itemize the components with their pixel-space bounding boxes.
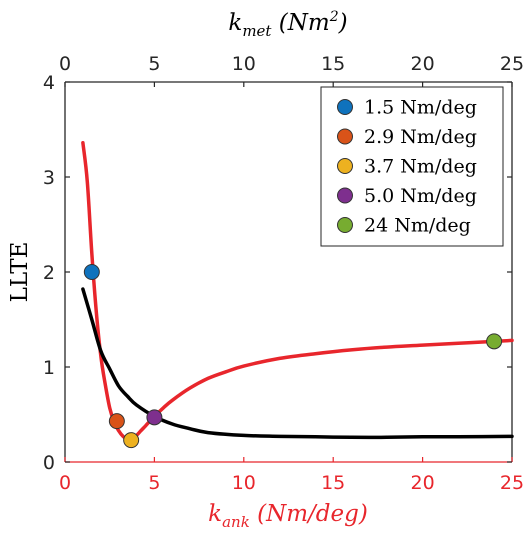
top-axis-label-sub: met xyxy=(242,22,272,40)
data-point xyxy=(108,413,125,430)
top-axis-label-close: ) xyxy=(338,10,348,36)
y-tick-label: 4 xyxy=(43,72,55,94)
bottom-axis-label-sub: ank xyxy=(222,513,250,531)
x-tick-label: 5 xyxy=(148,472,160,494)
legend-marker xyxy=(337,217,353,233)
ticks: 0 5 10 15 20 25 0 5 10 15 20 25 0 1 2 3 4 xyxy=(43,53,524,494)
x2-tick-label: 10 xyxy=(232,53,256,75)
markers xyxy=(83,264,503,449)
legend-label: 2.9 Nm/deg xyxy=(364,126,477,148)
data-point xyxy=(486,333,503,350)
x-tick-label: 0 xyxy=(59,472,71,494)
data-point xyxy=(146,409,163,426)
y-axis-label: LLTE xyxy=(7,242,33,303)
x2-tick-label: 25 xyxy=(500,53,524,75)
top-axis-label-unit: (Nm xyxy=(271,10,329,36)
legend-marker xyxy=(337,158,353,174)
series-line-black xyxy=(81,287,514,440)
top-axis-label-exp: 2 xyxy=(329,9,339,25)
legend-marker xyxy=(337,99,353,115)
legend-label: 1.5 Nm/deg xyxy=(364,97,477,119)
legend-label: 3.7 Nm/deg xyxy=(364,156,477,178)
legend-marker xyxy=(337,128,353,145)
y-tick-label: 2 xyxy=(43,262,55,284)
y-tick-label: 1 xyxy=(43,357,55,379)
top-axis-label-prefix: k xyxy=(228,10,242,36)
x2-tick-label: 20 xyxy=(411,53,435,75)
x-tick-label: 15 xyxy=(321,472,345,494)
x-tick-label: 25 xyxy=(500,472,524,494)
data-point xyxy=(123,432,140,449)
y-tick-label: 3 xyxy=(43,167,55,189)
x2-tick-label: 0 xyxy=(59,53,71,75)
x-tick-label: 20 xyxy=(411,472,435,494)
legend-marker xyxy=(337,187,353,204)
data-point xyxy=(83,264,100,280)
x2-tick-label: 5 xyxy=(148,53,160,75)
y-tick-label: 0 xyxy=(43,452,55,474)
top-axis-label: kmet (Nm2) xyxy=(228,9,347,40)
legend-label: 5.0 Nm/deg xyxy=(364,185,477,207)
bottom-axis-label: kank (Nm/deg) xyxy=(208,501,368,531)
bottom-axis-label-unit: (Nm/deg) xyxy=(250,501,368,527)
bottom-axis-label-prefix: k xyxy=(208,501,222,527)
x2-tick-label: 15 xyxy=(321,53,345,75)
legend: 1.5 Nm/deg 2.9 Nm/deg 3.7 Nm/deg 5.0 Nm/deg… xyxy=(320,86,504,247)
legend-label: 24 Nm/deg xyxy=(364,215,471,237)
legend-items: 1.5 Nm/deg 2.9 Nm/deg 3.7 Nm/deg 5.0 Nm/deg… xyxy=(337,97,477,237)
x-tick-label: 10 xyxy=(232,472,256,494)
